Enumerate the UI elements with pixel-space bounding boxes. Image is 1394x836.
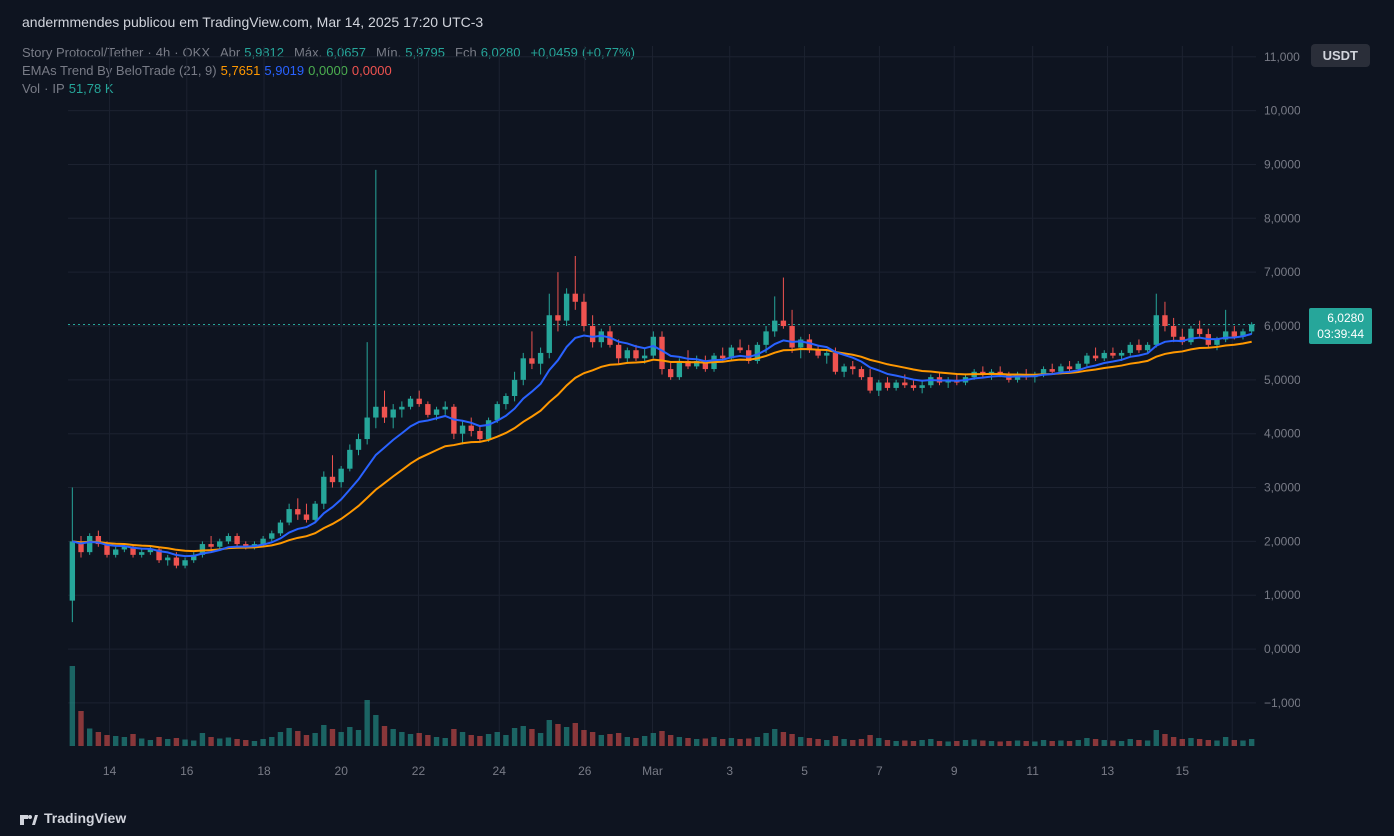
svg-text:9,0000: 9,0000 [1264,157,1300,171]
x-tick: 3 [726,764,733,778]
x-tick: 14 [103,764,116,778]
tradingview-logo: TradingView [20,810,126,826]
svg-text:4,0000: 4,0000 [1264,427,1300,441]
x-tick: 26 [578,764,591,778]
header-attribution: andermmendes publicou em TradingView.com… [22,14,483,30]
price-chart[interactable]: −1,0000 0,0000 1,0000 2,0000 3,0000 4,0000 5,0… [20,36,1300,760]
currency-badge[interactable]: USDT [1311,44,1370,67]
last-price-tag: 6,0280 03:39:44 [1309,308,1372,344]
svg-text:6,0000: 6,0000 [1264,319,1300,333]
x-tick: 22 [412,764,425,778]
bar-countdown: 03:39:44 [1317,326,1364,342]
x-tick: 11 [1026,764,1038,778]
svg-text:5,0000: 5,0000 [1264,373,1300,387]
svg-text:3,0000: 3,0000 [1264,481,1300,495]
svg-text:11,0000: 11,0000 [1264,50,1300,64]
svg-text:−1,0000: −1,0000 [1264,696,1300,710]
x-tick: 24 [493,764,506,778]
x-tick: 7 [876,764,883,778]
x-tick: 18 [257,764,270,778]
svg-text:1,0000: 1,0000 [1264,588,1300,602]
last-price: 6,0280 [1317,310,1364,326]
svg-text:0,0000: 0,0000 [1264,642,1300,656]
svg-text:7,0000: 7,0000 [1264,265,1300,279]
x-tick: Mar [642,764,663,778]
x-tick: 15 [1176,764,1189,778]
x-tick: 13 [1101,764,1114,778]
tv-logo-icon [20,811,38,825]
svg-text:2,0000: 2,0000 [1264,534,1300,548]
x-tick: 20 [335,764,348,778]
x-tick: 5 [801,764,808,778]
x-tick: 9 [951,764,958,778]
svg-text:8,0000: 8,0000 [1264,211,1300,225]
svg-text:10,0000: 10,0000 [1264,104,1300,118]
x-tick: 16 [180,764,193,778]
time-axis: 14 16 18 20 22 24 26 Mar 3 5 7 9 11 13 15 [20,764,1300,788]
